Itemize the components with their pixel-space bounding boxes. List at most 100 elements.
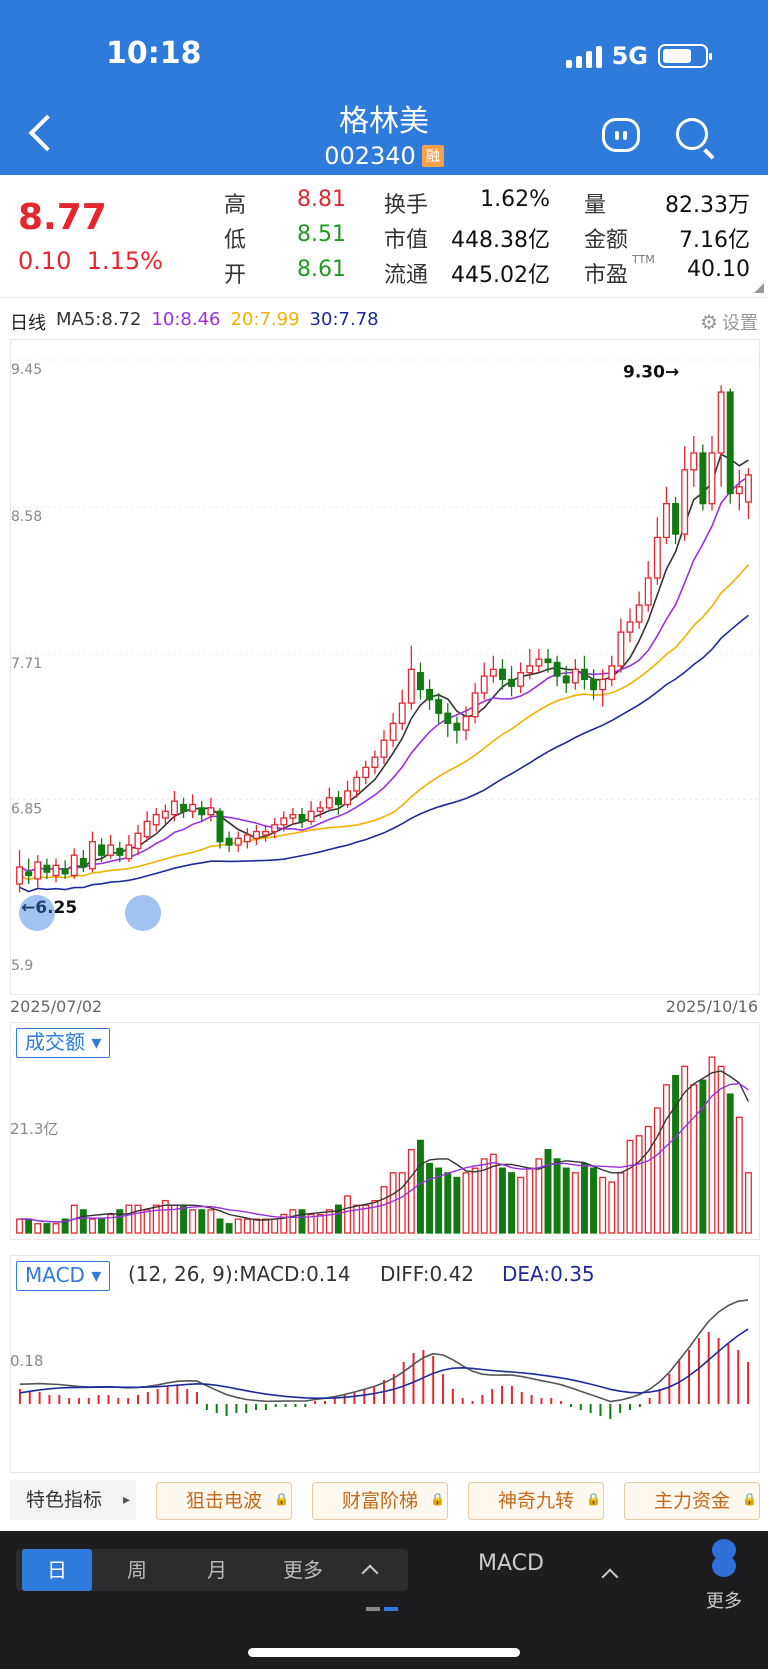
candle <box>207 807 215 816</box>
volume-ma-line <box>19 1070 750 1223</box>
candle <box>52 864 60 877</box>
quote-value: 445.02亿 <box>451 263 550 288</box>
candle <box>70 854 78 877</box>
candle <box>526 665 534 674</box>
volume-bar <box>444 1172 452 1234</box>
feature-label[interactable]: 特色指标 <box>10 1480 136 1520</box>
home-indicator <box>248 1648 520 1657</box>
period-day[interactable]: 日 <box>22 1549 92 1591</box>
volume-bar <box>526 1167 534 1234</box>
kline-chart[interactable]: 9.45 8.58 7.71 6.85 5.9 9.30→ ←6.25 <box>10 339 761 995</box>
candle <box>298 813 306 823</box>
y-tick-label: 5.9 <box>11 958 33 974</box>
network-label: 5G <box>611 42 648 70</box>
more-button[interactable]: 更多 <box>706 1591 742 1612</box>
volume-bar <box>88 1218 96 1234</box>
volume-bar <box>453 1176 461 1234</box>
candle <box>198 807 206 816</box>
candle <box>107 844 115 856</box>
candle <box>271 824 279 833</box>
candle <box>180 803 188 812</box>
volume-bar <box>25 1218 33 1234</box>
battery-icon <box>658 44 712 68</box>
volume-bar <box>207 1209 215 1234</box>
candle <box>489 668 497 677</box>
candle <box>726 391 734 495</box>
volume-ma-line <box>19 1082 749 1223</box>
volume-bar <box>262 1218 270 1234</box>
volume-bar <box>143 1209 151 1234</box>
candle <box>25 871 33 877</box>
price-change: 0.10 1.15% <box>18 247 163 275</box>
candle <box>699 452 707 505</box>
candle <box>690 452 698 471</box>
indicator-tab[interactable]: MACD <box>478 1551 544 1576</box>
volume-chart[interactable] <box>10 1022 760 1240</box>
volume-bar <box>52 1223 60 1234</box>
feature-bar: 特色指标 狙击电波🔒 财富阶梯🔒 神奇九转🔒 主力资金🔒 <box>0 1480 768 1522</box>
quote-value: 448.38亿 <box>451 228 550 253</box>
period-week[interactable]: 周 <box>127 1558 147 1582</box>
candle <box>681 469 689 535</box>
settings-button[interactable]: ⚙ 设置 <box>700 310 758 334</box>
volume-bar <box>717 1065 725 1234</box>
robot-icon[interactable] <box>602 118 640 152</box>
period-more[interactable]: 更多 <box>283 1558 323 1582</box>
ma-legend-item: 10:8.46 <box>151 309 221 330</box>
candle <box>571 668 579 684</box>
volume-bar <box>508 1172 516 1234</box>
status-icons: 5G <box>565 42 712 70</box>
candle <box>380 739 388 758</box>
candle <box>480 675 488 694</box>
candle <box>189 803 197 812</box>
feature-btn-1[interactable]: 狙击电波 🔒 <box>156 1482 292 1520</box>
date-start: 2025/07/02 <box>10 997 103 1016</box>
y-tick-label: 6.85 <box>11 801 42 817</box>
volume-bar <box>562 1167 570 1234</box>
macd-y-tick: 0.18 <box>10 1352 44 1370</box>
macd-params: (12, 26, 9):MACD:0.14 <box>128 1262 351 1286</box>
chevron-up-icon[interactable] <box>361 1564 379 1582</box>
chevron-up-icon[interactable] <box>601 1568 619 1586</box>
fullscreen-icon <box>19 895 55 931</box>
candle <box>735 486 743 495</box>
volume-bar <box>134 1204 142 1234</box>
candle <box>426 688 434 701</box>
volume-bar <box>590 1167 598 1234</box>
feature-btn-2[interactable]: 财富阶梯 🔒 <box>312 1482 448 1520</box>
candle <box>143 820 151 838</box>
candle <box>398 702 406 725</box>
volume-bar <box>653 1107 661 1234</box>
lock-icon: 🔒 <box>742 1492 757 1506</box>
candle <box>34 861 42 880</box>
quote-value: 8.51 <box>297 222 346 247</box>
volume-bar <box>271 1218 279 1234</box>
volume-bar <box>243 1218 251 1234</box>
volume-bar <box>498 1167 506 1234</box>
stock-code: 002340 <box>324 142 416 170</box>
period-group: 日 周 月 更多 <box>16 1549 408 1591</box>
macd-diff: DIFF:0.42 <box>380 1262 475 1286</box>
candle <box>535 658 543 667</box>
candle <box>225 837 233 846</box>
period-month[interactable]: 月 <box>207 1558 227 1582</box>
search-icon[interactable] <box>676 118 708 150</box>
macd-selector[interactable]: MACD ▾ <box>16 1261 111 1291</box>
volume-bar <box>371 1199 379 1234</box>
candle <box>599 678 607 691</box>
feature-btn-3[interactable]: 神奇九转 🔒 <box>468 1482 604 1520</box>
quote-label: 高 <box>224 193 247 218</box>
volume-selector[interactable]: 成交额 ▾ <box>16 1028 111 1058</box>
more-icon[interactable] <box>712 1539 736 1577</box>
volume-bar <box>61 1218 69 1234</box>
volume-bar <box>216 1218 224 1234</box>
expand-corner-icon[interactable] <box>754 283 764 293</box>
y-tick-label: 8.58 <box>11 509 42 525</box>
candle <box>362 766 370 779</box>
volume-bar <box>735 1116 743 1234</box>
macd-chart[interactable] <box>10 1255 760 1473</box>
candle <box>134 832 142 850</box>
feature-btn-4[interactable]: 主力资金 🔒 <box>624 1482 760 1520</box>
volume-bar <box>580 1162 588 1234</box>
expand-icon <box>125 895 161 931</box>
